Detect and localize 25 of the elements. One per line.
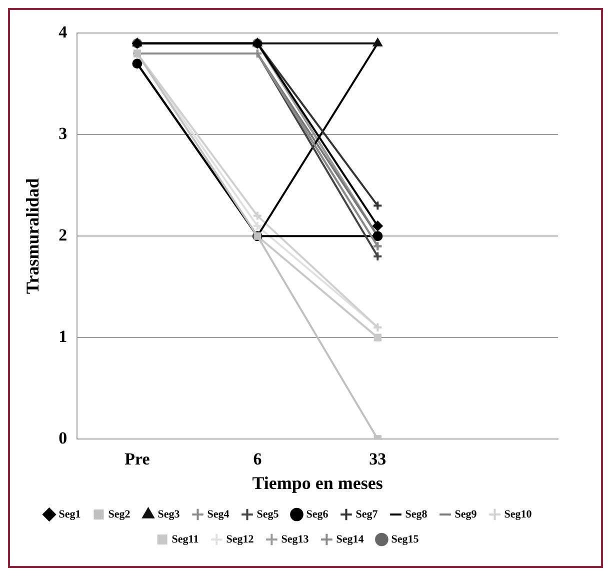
legend-label: Seg5 (256, 508, 280, 520)
legend-label: Seg3 (158, 508, 180, 520)
legend-label: Seg8 (405, 508, 428, 520)
legend-label: Seg10 (504, 508, 532, 520)
y-tick-label: 3 (58, 124, 68, 144)
legend-label: Seg6 (306, 508, 329, 520)
x-tick-label: 6 (253, 450, 262, 469)
legend-label: Seg4 (207, 508, 230, 520)
y-tick-label: 4 (58, 22, 68, 42)
x-tick-label: Pre (124, 450, 150, 469)
legend-label: Seg14 (336, 533, 364, 546)
x-tick-label: 33 (369, 450, 386, 469)
legend-label: Seg15 (391, 533, 420, 546)
legend-label: Seg11 (172, 533, 199, 546)
legend-label: Seg12 (226, 533, 254, 546)
y-tick-label: 1 (58, 326, 68, 346)
legend-label: Seg9 (454, 508, 478, 520)
legend-label: Seg1 (58, 508, 81, 520)
x-axis-title: Tiempo en meses (252, 472, 383, 493)
y-tick-label: 0 (58, 428, 68, 448)
legend-label: Seg2 (108, 508, 131, 520)
y-axis-title: Trasmuralidad (22, 178, 42, 294)
y-tick-label: 2 (58, 225, 68, 244)
legend-label: Seg7 (356, 508, 378, 520)
legend-label: Seg13 (281, 533, 310, 546)
